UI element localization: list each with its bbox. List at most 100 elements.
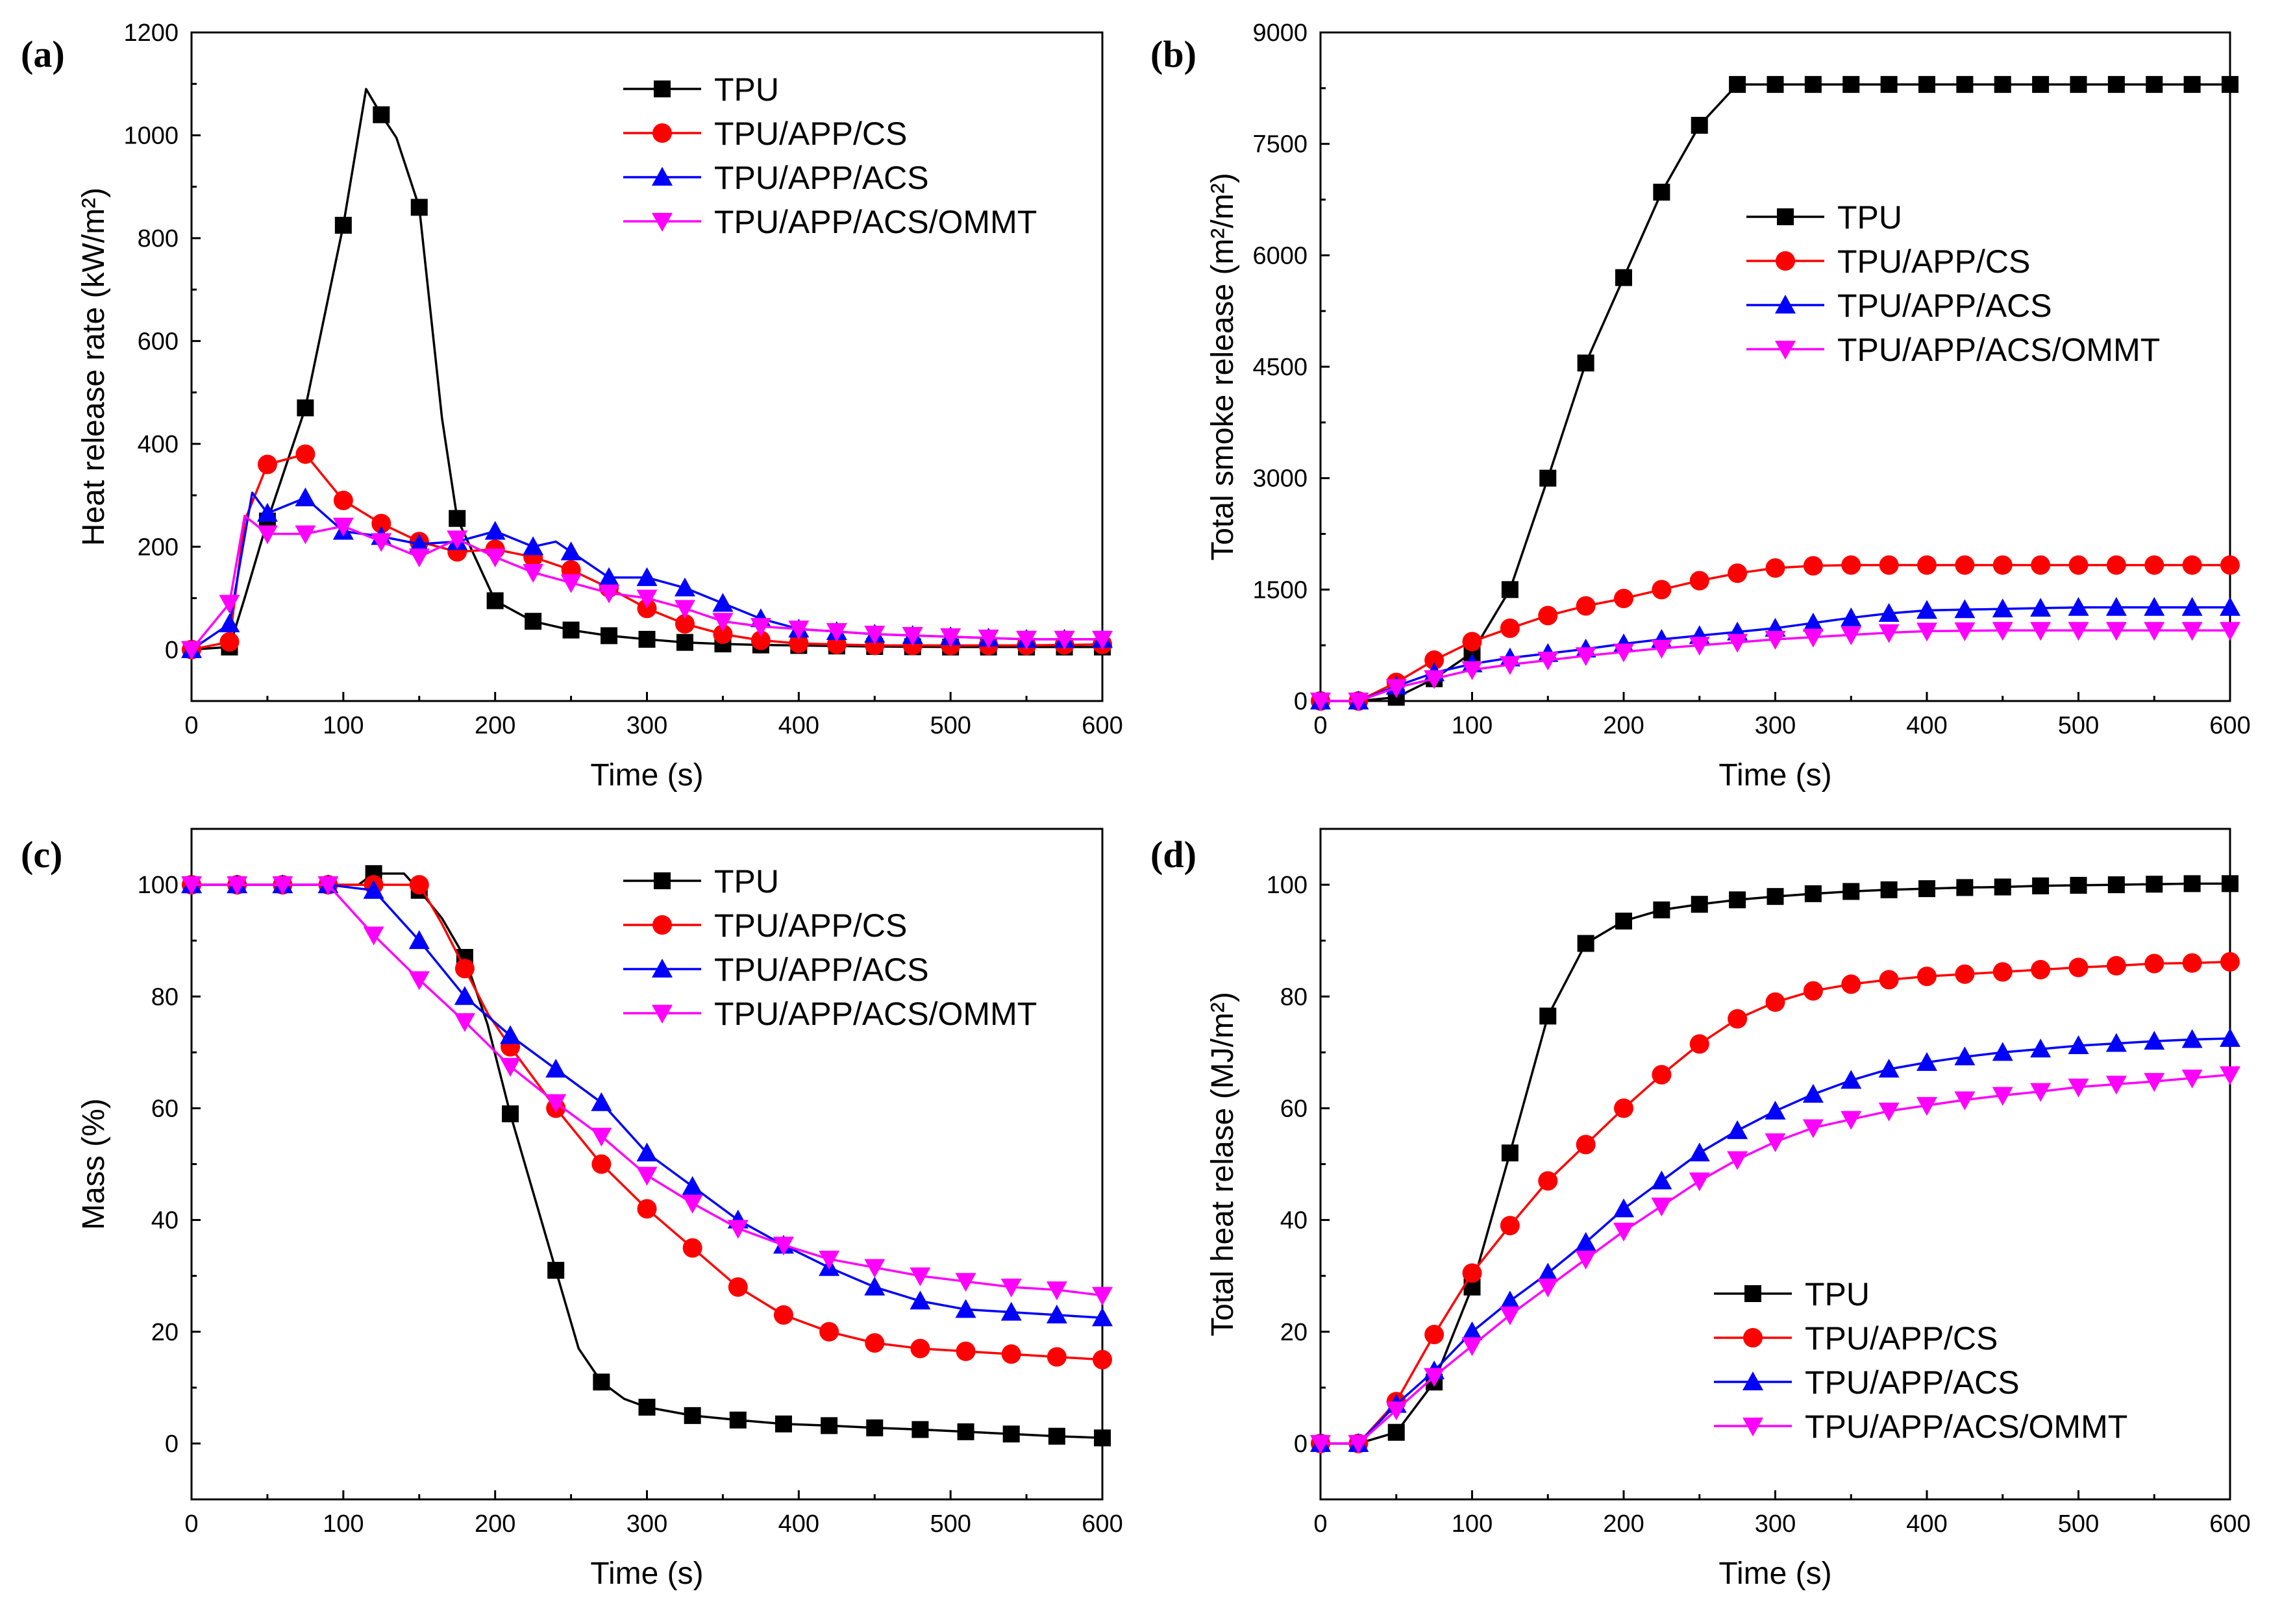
panel-b-data-point [1653,184,1670,201]
panel-c-series-3 [181,876,1113,1306]
panel-a-data-point [525,613,542,630]
panel-c-data-point [272,876,293,896]
panel-b-data-point [1802,628,1824,648]
panel-b-x-axis-title: Time (s) [1718,758,1831,793]
panel-d-data-point [1461,1321,1483,1340]
panel-a-data-point [599,567,620,586]
panel-c-data-point [317,876,339,896]
panel-a-series-line [191,452,1103,651]
panel-b-data-point [1689,571,1709,591]
panel-b-data-point [2181,597,2203,616]
panel-d-legend-item: TPU/APP/ACS/OMMT [1714,1409,2127,1445]
panel-d-data-point [1841,974,1861,994]
panel-c-y-tick-label: 0 [165,1431,179,1458]
panel-a-data-point [902,626,923,646]
panel-d-data-point [2032,877,2050,894]
panel-d-legend-item: TPU [1714,1276,1870,1312]
panel-d-data-point [1310,1434,1331,1454]
panel-d-legend-label: TPU/APP/ACS/OMMT [1805,1409,2127,1445]
panel-d-data-point [1765,1100,1786,1120]
panel-a-y-tick-label: 1200 [123,19,179,47]
panel-d-legend-item: TPU/APP/CS [1714,1320,1998,1357]
panel-a-data-point [864,626,886,645]
panel-b-y-axis-title: Total smoke release (m²/m²) [1206,173,1240,560]
panel-b-data-point [2144,555,2164,575]
panel-d-data-point [2107,876,2125,894]
panel-d-data-point [1765,992,1785,1012]
panel-b-data-point [1803,556,1823,576]
panel-d-y-tick-label: 100 [1267,872,1308,899]
panel-c-data-point [729,1411,747,1429]
panel-b-data-point [1652,580,1672,600]
panel-b-data-point [1689,637,1710,656]
panel-d-x-tick-label: 500 [2058,1510,2099,1538]
panel-d-data-point [1878,1102,1900,1122]
panel-d-data-point [1802,1119,1824,1138]
panel-b-data-point [1992,622,2013,641]
panel-a-data-point [256,502,278,522]
panel-a-data-point [788,621,810,640]
panel-b-data-point [2144,622,2165,641]
panel-d-data-point [1689,1172,1710,1192]
panel-a-x-tick-label: 100 [323,712,364,739]
panel-d-legend-item: TPU/APP/ACS [1714,1364,2020,1401]
panel-a-y-tick-label: 800 [138,225,179,252]
panel-a-data-point [219,632,240,652]
panel-c-data-point [728,1277,748,1297]
panel-b-data-point [1348,693,1369,711]
panel-a-data-point [1016,630,1037,650]
panel-b-legend-marker [1775,341,1796,360]
panel-c-data-point [957,1423,974,1440]
panel-b-series-1 [1311,555,2240,711]
panel-a-legend-marker [652,167,673,186]
panel-c-legend-marker [652,915,672,935]
panel-c-data-point [454,959,475,979]
panel-b-legend-label: TPU/APP/CS [1837,243,2030,280]
panel-d-data-point [1500,1216,1520,1236]
panel-b-data-point [1727,634,1748,653]
panel-d-label: (d) [1150,833,1196,876]
panel-a-y-tick-label: 600 [138,328,179,355]
panel-d-data-point [1424,1325,1444,1345]
panel-d-data-point [1424,1368,1445,1387]
panel-b-data-point [2106,555,2126,575]
panel-b-x-tick-label: 300 [1755,712,1796,739]
panel-c-data-point [636,1142,658,1162]
panel-d-data-point [1992,1042,2013,1061]
panel-d: 0 100 200 300 400 500 600 0 20 40 60 80 100 Time (s) T… [1150,828,2251,1591]
panel-c-legend-label: TPU/APP/ACS/OMMT [714,996,1037,1032]
panel-d-data-point [1727,1151,1748,1170]
panel-a-data-point [181,641,202,660]
panel-b-data-point [2107,76,2125,93]
panel-a-series-line [191,88,1102,651]
panel-d-data-point [2146,876,2163,893]
panel-c-y-tick-label: 20 [151,1319,179,1346]
panel-a-data-point [636,589,658,609]
panel-b-y-tick-label: 3000 [1252,465,1308,493]
panel-c-x-tick-label: 100 [323,1510,364,1538]
panel-d-data-point [1917,966,1937,987]
panel-d-data-point [1880,881,1898,898]
panel-d-data-point [2068,957,2089,978]
panel-c-data-point [454,1013,475,1032]
panel-c-legend-label: TPU/APP/CS [714,907,907,944]
panel-b-x-tick-label: 200 [1603,712,1644,739]
panel-d-data-point [2070,876,2087,894]
panel-d-legend-marker [1742,1418,1763,1436]
panel-c-label: (c) [21,833,62,876]
panel-c-data-point [593,1373,610,1391]
panel-d-data-point [1615,913,1632,930]
panel-a-data-point [332,517,354,537]
panel-a-data-point [1054,630,1075,650]
panel-d-data-point [1992,962,2013,982]
panel-a-data-point [333,491,353,510]
panel-a-data-point [373,106,390,123]
panel-c-data-point [727,1220,749,1239]
panel-c-data-point [500,1057,521,1077]
panel-d-data-point [1614,1098,1633,1118]
panel-c-y-tick-label: 40 [151,1207,179,1235]
panel-b-series-0 [1312,76,2238,709]
panel-b-legend-label: TPU/APP/ACS/OMMT [1837,332,2160,368]
panel-b-data-point [1916,622,1937,642]
